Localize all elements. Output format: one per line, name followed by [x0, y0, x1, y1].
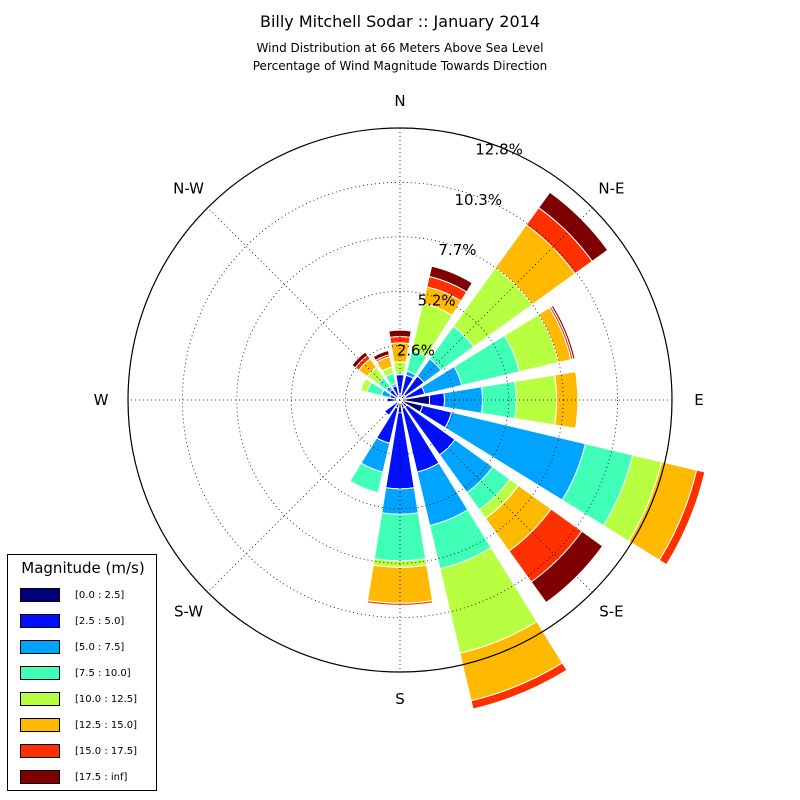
polar-grid [128, 128, 672, 672]
legend-label: [7.5 : 10.0] [75, 667, 131, 679]
legend-label: [17.5 : inf] [75, 771, 128, 783]
legend-label: [2.5 : 5.0] [75, 615, 125, 627]
direction-label: N-W [173, 180, 204, 198]
direction-label: S-W [174, 602, 203, 620]
radial-tick-label: 2.6% [397, 342, 435, 360]
wind-bar [470, 662, 568, 710]
legend-label: [12.5 : 15.0] [75, 719, 138, 731]
wind-bars [349, 191, 706, 710]
legend-swatch [20, 692, 60, 706]
legend-item: [7.5 : 10.0] [20, 665, 131, 681]
legend-title: Magnitude (m/s) [21, 559, 145, 577]
wind-bar [372, 349, 390, 362]
wind-bar [554, 370, 579, 430]
direction-label: E [694, 391, 703, 409]
legend-item: [12.5 : 15.0] [20, 717, 137, 733]
direction-label: N [394, 92, 405, 110]
chart-title: Billy Mitchell Sodar :: January 2014 [259, 12, 541, 31]
direction-label: S [395, 690, 405, 708]
direction-label: W [94, 391, 109, 409]
legend-item: [2.5 : 5.0] [20, 613, 124, 629]
wind-bar [537, 191, 609, 263]
wind-bar [366, 600, 434, 606]
legend-label: [0.0 : 2.5] [75, 589, 125, 601]
wind-bar [388, 329, 412, 338]
wind-bar [428, 265, 473, 293]
wind-bar [658, 469, 706, 566]
radial-tick-labels: 2.6% 5.2% 7.7% 10.3% 12.8% [397, 141, 523, 360]
chart-subtitle-line2: Percentage of Wind Magnitude Towards Dir… [252, 59, 548, 73]
legend-swatch [20, 614, 60, 628]
legend-label: [15.0 : 17.5] [75, 745, 138, 757]
direction-label: S-E [599, 602, 623, 620]
legend-label: [5.0 : 7.5] [75, 641, 125, 653]
radial-tick-label: 12.8% [475, 141, 523, 159]
legend-item: [5.0 : 7.5] [20, 639, 124, 655]
legend: Magnitude (m/s) [0.0 : 2.5] [2.5 : 5.0] … [7, 554, 157, 791]
wind-bar [349, 462, 384, 494]
wind-bar [393, 361, 407, 374]
grid-spoke [207, 207, 593, 593]
legend-swatch [20, 588, 60, 602]
direction-labels: N N-E E S-E S S-W W N-W [94, 92, 704, 708]
outer-circle [127, 127, 673, 673]
direction-label: N-E [598, 180, 624, 198]
grid-circle [290, 290, 510, 510]
wind-bar [381, 487, 419, 515]
wind-bar [550, 304, 576, 360]
legend-label: [10.0 : 12.5] [75, 693, 138, 705]
legend-item: [0.0 : 2.5] [20, 587, 124, 603]
legend-swatch [20, 770, 60, 784]
wind-bar [360, 378, 372, 393]
chart-subtitle-line1: Wind Distribution at 66 Meters Above Sea… [256, 41, 544, 55]
legend-item: [17.5 : inf] [20, 769, 127, 785]
radial-tick-label: 10.3% [454, 191, 502, 209]
legend-swatch [20, 640, 60, 654]
legend-item: [10.0 : 12.5] [20, 691, 137, 707]
radial-tick-label: 7.7% [438, 241, 476, 259]
grid-circle [181, 181, 619, 619]
legend-swatch [20, 744, 60, 758]
wind-bar [530, 530, 604, 604]
grid-circle [345, 345, 455, 455]
legend-item: [15.0 : 17.5] [20, 743, 137, 759]
radial-tick-label: 5.2% [418, 291, 456, 309]
legend-swatch [20, 718, 60, 732]
legend-swatch [20, 666, 60, 680]
